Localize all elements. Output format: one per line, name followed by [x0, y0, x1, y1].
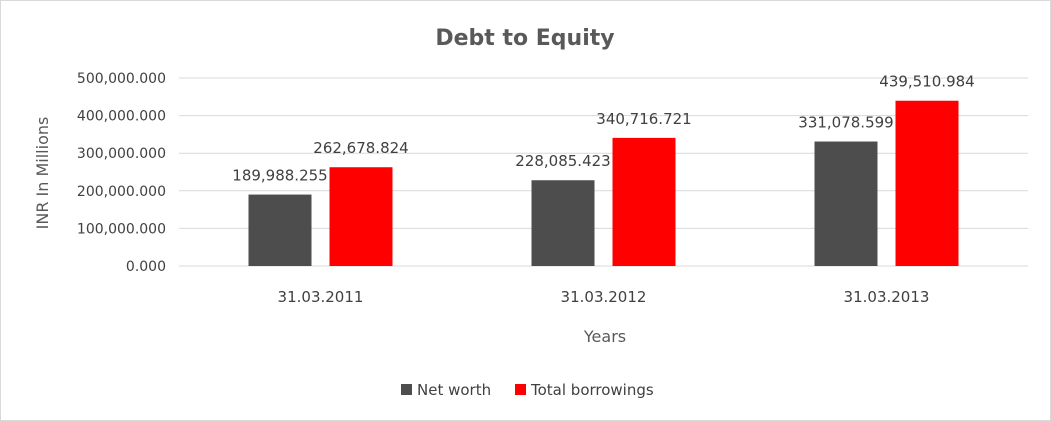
data-label: 340,716.721: [596, 110, 691, 128]
data-label: 228,085.423: [515, 152, 610, 170]
data-label: 189,988.255: [232, 167, 327, 185]
data-labels: 189,988.255 262,678.824 228,085.423 340,716…: [232, 73, 974, 185]
y-tick-label: 0.000: [126, 259, 166, 275]
bar-net-worth: [531, 180, 595, 266]
y-tick-label: 500,000.000: [77, 71, 166, 87]
bar-net-worth: [814, 141, 878, 266]
grid-lines: [179, 77, 1028, 267]
x-tick-label: 31.03.2013: [844, 288, 930, 306]
x-axis-ticks: 31.03.2011 31.03.2012 31.03.2013: [278, 288, 930, 306]
y-tick-label: 400,000.000: [77, 109, 166, 125]
legend-label: Total borrowings: [530, 381, 654, 399]
y-tick-label: 100,000.000: [77, 221, 166, 237]
legend-swatch: [401, 384, 412, 395]
x-axis-label: Years: [583, 327, 626, 346]
y-axis-label: INR In Millions: [33, 117, 52, 230]
bar-total-borrowings: [329, 167, 393, 266]
bar-total-borrowings: [612, 137, 676, 266]
bar-net-worth: [248, 194, 312, 266]
bars: [248, 100, 959, 267]
legend: Net worth Total borrowings: [401, 381, 654, 399]
data-label: 439,510.984: [879, 73, 974, 91]
legend-swatch: [515, 384, 526, 395]
x-tick-label: 31.03.2012: [561, 288, 647, 306]
y-axis-ticks: 0.000 100,000.000 200,000.000 300,000.000 40…: [77, 71, 166, 275]
data-label: 262,678.824: [313, 139, 408, 157]
bar-total-borrowings: [895, 100, 959, 267]
y-tick-label: 300,000.000: [77, 146, 166, 162]
y-tick-label: 200,000.000: [77, 184, 166, 200]
x-tick-label: 31.03.2011: [278, 288, 364, 306]
legend-label: Net worth: [417, 381, 491, 399]
chart-title: Debt to Equity: [435, 26, 614, 51]
data-label: 331,078.599: [798, 114, 893, 132]
